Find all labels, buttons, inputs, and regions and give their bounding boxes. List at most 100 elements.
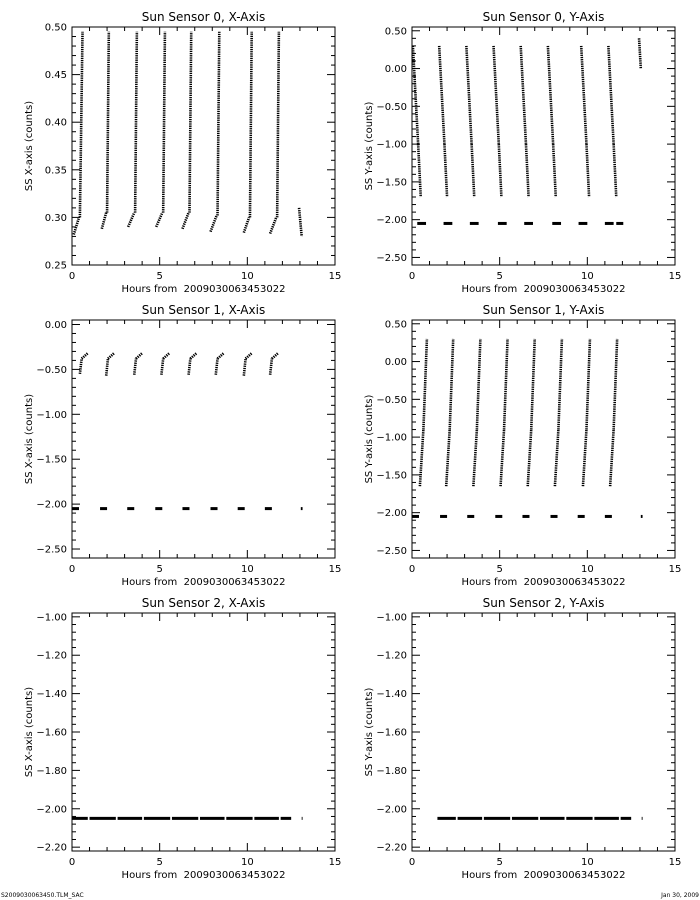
y-tick-label: −1.80 bbox=[36, 766, 67, 777]
data-trace bbox=[181, 212, 190, 230]
x-tick-label: 5 bbox=[496, 857, 502, 868]
x-tick-label: 15 bbox=[669, 564, 682, 575]
data-trace bbox=[546, 45, 555, 145]
data-trace bbox=[214, 358, 219, 375]
y-tick-label: −2.50 bbox=[376, 546, 407, 557]
data-trace bbox=[268, 216, 278, 235]
data-trace bbox=[132, 358, 138, 375]
plot-title: Sun Sensor 1, X-Axis bbox=[142, 303, 265, 317]
y-tick-label: −2.00 bbox=[376, 215, 407, 226]
y-tick-label: −1.00 bbox=[376, 140, 407, 151]
plot-title: Sun Sensor 1, Y-Axis bbox=[483, 303, 605, 317]
x-tick-label: 5 bbox=[156, 271, 162, 282]
data-trace bbox=[529, 338, 537, 430]
data-trace bbox=[437, 45, 446, 145]
x-tick-label: 15 bbox=[329, 271, 342, 282]
y-tick-label: −1.20 bbox=[36, 651, 67, 662]
y-tick-label: −2.50 bbox=[376, 253, 407, 264]
x-tick-label: 10 bbox=[581, 857, 594, 868]
plot-panel-2: Sun Sensor 1, X-Axis Hours from 200903006… bbox=[24, 303, 341, 588]
data-trace bbox=[107, 352, 115, 360]
y-axis-label: SS Y-axis (counts) bbox=[364, 101, 375, 190]
x-axis-label: Hours from 2009030063453022 bbox=[462, 870, 626, 881]
y-tick-label: −1.60 bbox=[36, 728, 67, 739]
data-trace bbox=[161, 31, 167, 213]
data-trace bbox=[135, 352, 143, 360]
data-trace bbox=[585, 144, 591, 198]
plot-frame bbox=[411, 612, 676, 852]
y-tick-label: 0.30 bbox=[45, 213, 67, 224]
footer-date: Jan 30, 2009 bbox=[661, 892, 699, 899]
y-tick-label: −1.00 bbox=[376, 612, 407, 623]
y-tick-label: 0.00 bbox=[385, 357, 407, 368]
data-trace bbox=[444, 429, 451, 487]
plot-title: Sun Sensor 0, Y-Axis bbox=[483, 10, 605, 24]
data-trace bbox=[637, 38, 643, 69]
y-tick-label: −1.00 bbox=[376, 433, 407, 444]
x-tick-label: 0 bbox=[69, 564, 75, 575]
data-trace bbox=[209, 215, 218, 233]
plot-frame bbox=[71, 612, 336, 852]
y-tick-label: −1.50 bbox=[36, 455, 67, 466]
y-tick-label: 0.40 bbox=[45, 118, 67, 129]
plot-panel-0: Sun Sensor 0, X-Axis Hours from 200903006… bbox=[24, 10, 341, 295]
y-tick-label: 0.50 bbox=[385, 26, 407, 37]
data-trace bbox=[162, 352, 171, 360]
x-tick-label: 15 bbox=[329, 564, 342, 575]
plot-title: Sun Sensor 2, Y-Axis bbox=[483, 596, 605, 610]
data-trace bbox=[133, 31, 139, 213]
plot-panel-1: Sun Sensor 0, Y-Axis Hours from 200903006… bbox=[364, 10, 681, 295]
y-tick-label: −1.00 bbox=[36, 410, 67, 421]
data-trace bbox=[160, 358, 165, 375]
data-trace bbox=[78, 358, 83, 375]
data-trace bbox=[189, 352, 198, 360]
data-trace bbox=[492, 45, 501, 145]
plot-frame bbox=[411, 319, 676, 559]
data-trace bbox=[187, 358, 192, 375]
data-trace bbox=[524, 144, 530, 198]
footer-filename: S2009030063450.TLM_SAC bbox=[1, 892, 84, 899]
y-tick-label: −2.50 bbox=[36, 545, 67, 556]
data-trace bbox=[126, 212, 136, 228]
data-trace bbox=[78, 31, 84, 218]
data-trace bbox=[579, 45, 588, 145]
x-axis-label: Hours from 2009030063453022 bbox=[462, 577, 626, 588]
data-trace bbox=[268, 358, 274, 375]
y-tick-label: −2.20 bbox=[36, 843, 67, 854]
x-tick-label: 10 bbox=[581, 271, 594, 282]
x-tick-label: 5 bbox=[496, 564, 502, 575]
data-trace bbox=[557, 338, 564, 430]
x-tick-label: 10 bbox=[241, 564, 254, 575]
plot-title: Sun Sensor 2, X-Axis bbox=[142, 596, 265, 610]
y-axis-label: SS X-axis (counts) bbox=[24, 687, 35, 777]
y-tick-label: −1.60 bbox=[376, 728, 407, 739]
x-tick-label: 5 bbox=[496, 271, 502, 282]
data-trace bbox=[475, 338, 482, 430]
data-trace bbox=[581, 429, 588, 487]
y-tick-label: −2.00 bbox=[376, 804, 407, 815]
x-tick-label: 10 bbox=[581, 564, 594, 575]
data-trace bbox=[105, 31, 111, 213]
y-tick-label: 0.35 bbox=[45, 165, 67, 176]
x-tick-label: 15 bbox=[669, 857, 682, 868]
y-tick-label: −1.50 bbox=[376, 470, 407, 481]
y-tick-label: −2.00 bbox=[36, 804, 67, 815]
data-trace bbox=[411, 45, 420, 145]
data-trace bbox=[216, 352, 225, 360]
data-trace bbox=[297, 207, 303, 237]
data-trace bbox=[499, 429, 506, 487]
x-tick-label: 5 bbox=[156, 857, 162, 868]
y-tick-label: −2.20 bbox=[376, 843, 407, 854]
data-trace bbox=[242, 216, 251, 234]
x-axis-label: Hours from 2009030063453022 bbox=[122, 870, 286, 881]
data-trace bbox=[612, 338, 619, 430]
data-trace bbox=[470, 144, 476, 198]
data-trace bbox=[612, 144, 618, 198]
x-tick-label: 10 bbox=[241, 857, 254, 868]
y-axis-label: SS Y-axis (counts) bbox=[364, 394, 375, 483]
y-tick-label: 0.25 bbox=[45, 261, 67, 272]
data-trace bbox=[551, 144, 558, 198]
data-trace bbox=[80, 352, 89, 360]
y-tick-label: 0.00 bbox=[385, 64, 407, 75]
y-tick-label: 0.00 bbox=[45, 320, 67, 331]
